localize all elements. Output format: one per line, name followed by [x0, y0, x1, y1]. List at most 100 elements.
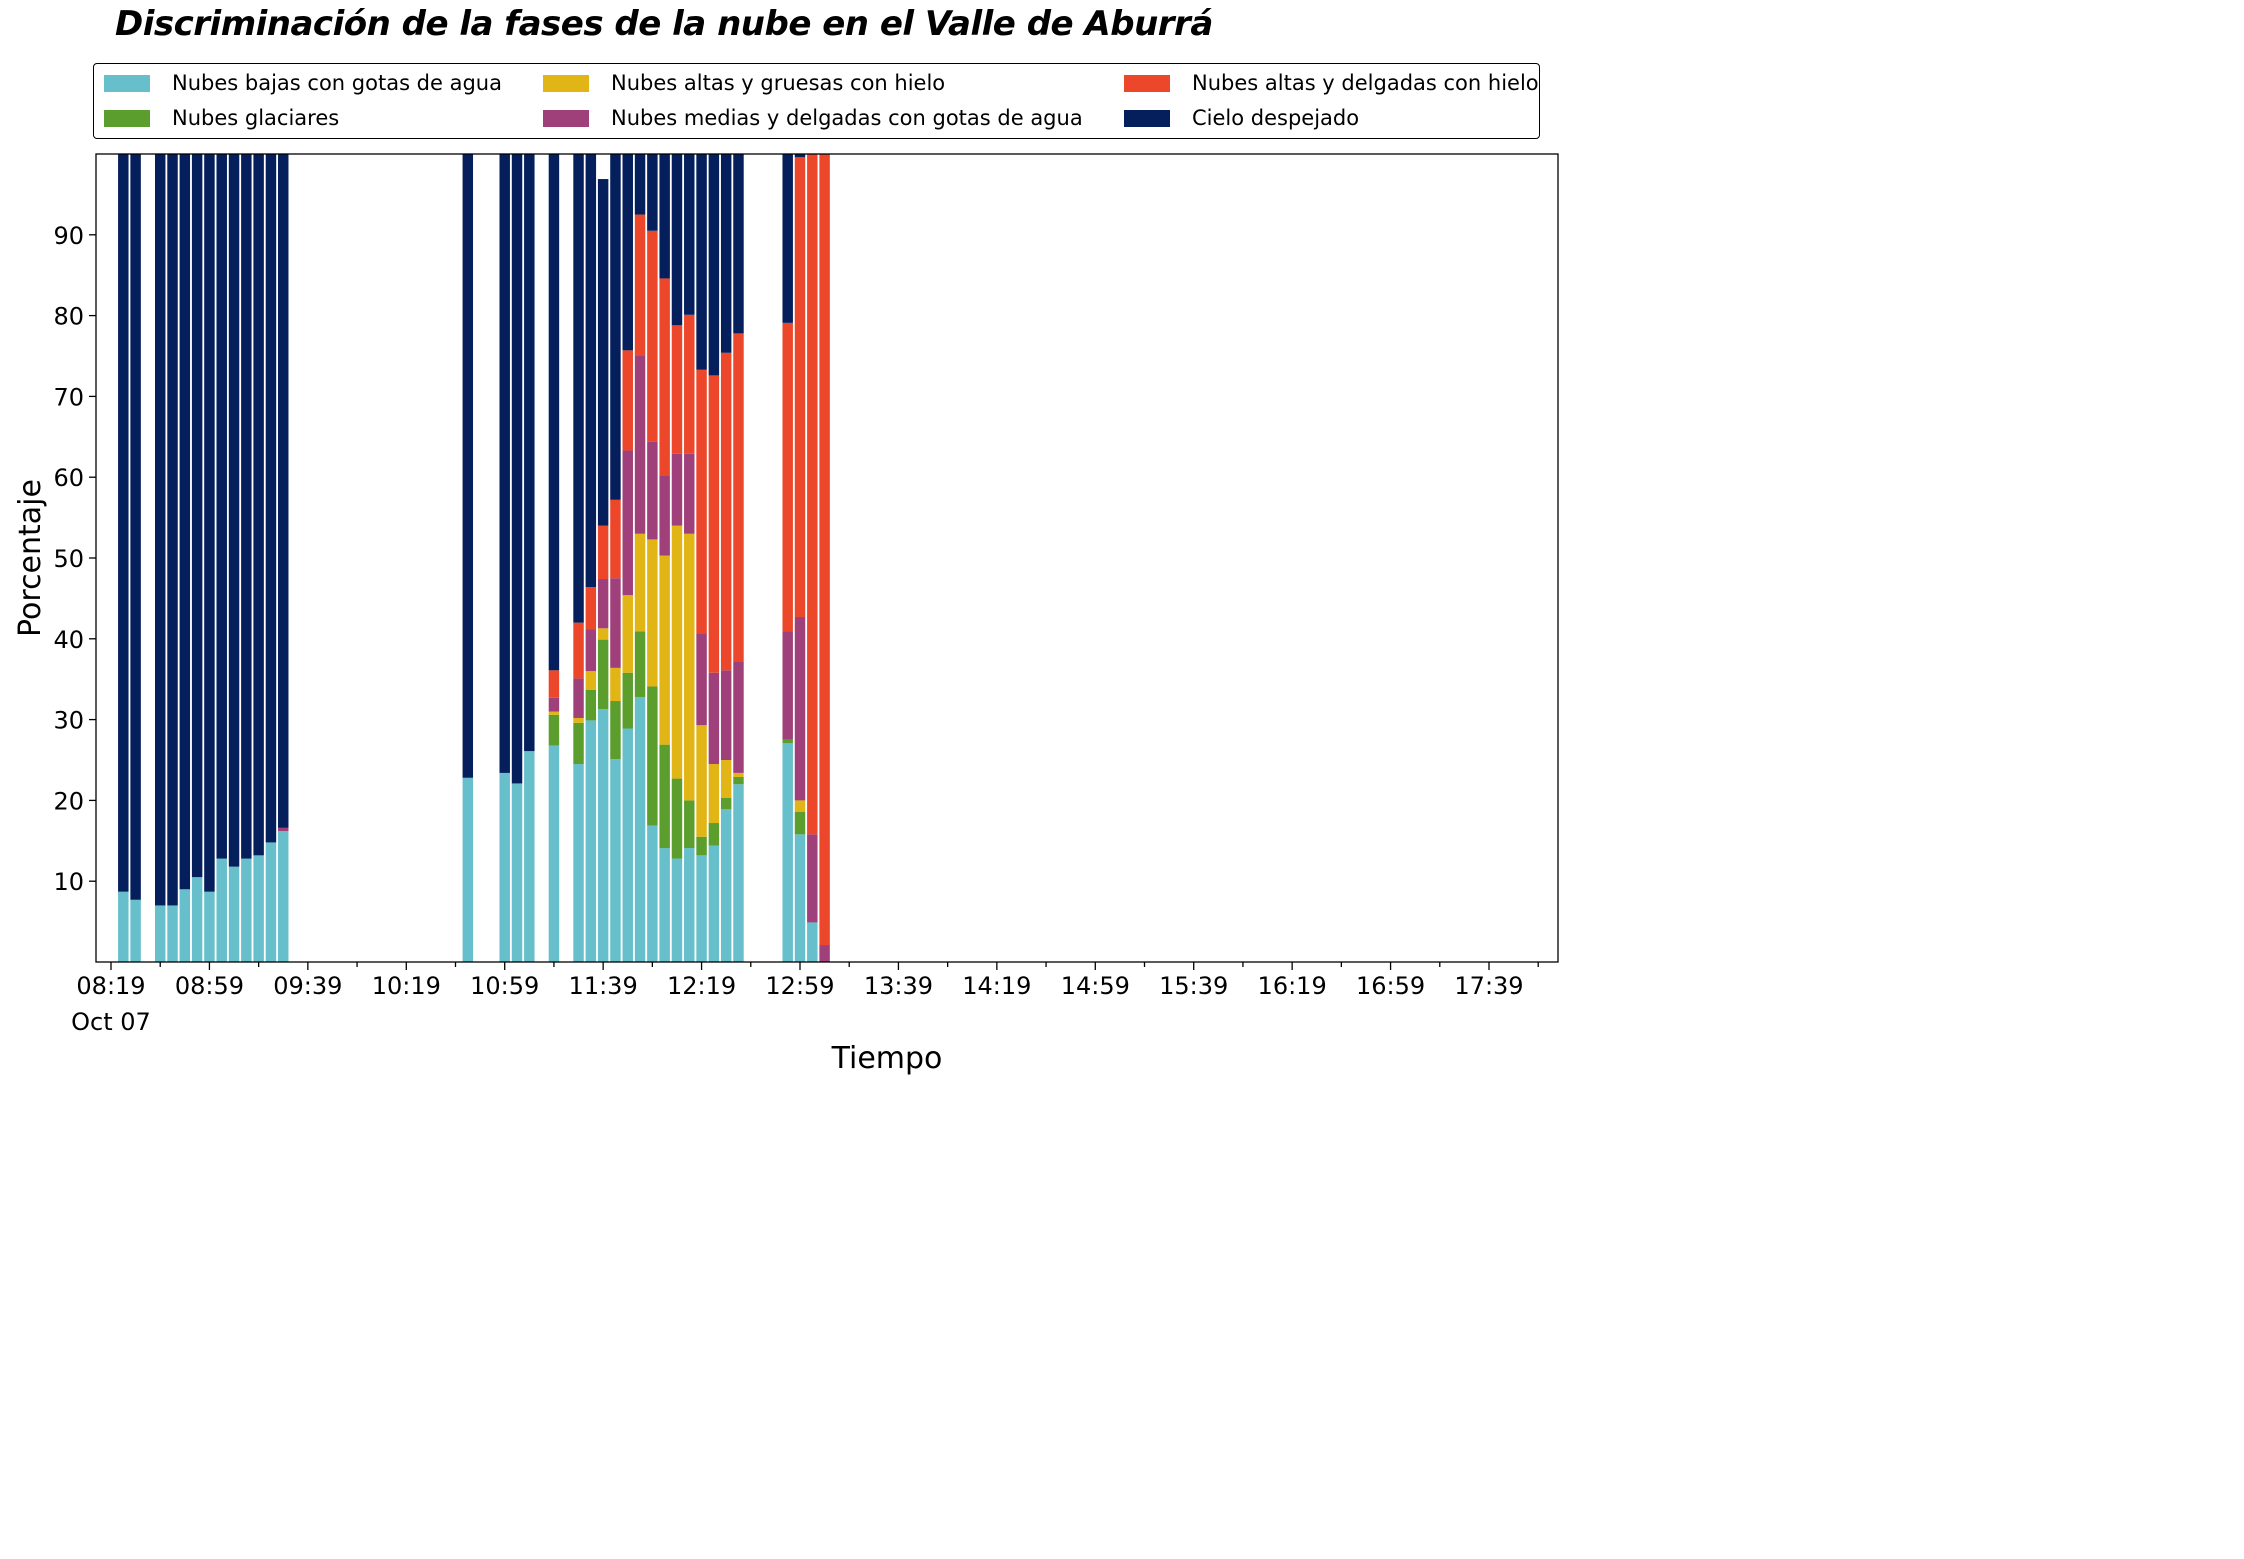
bar-segment-6 [659, 154, 670, 279]
bar-segment-4 [720, 670, 732, 760]
bar-segment-1 [782, 743, 793, 962]
legend-swatch [1124, 74, 1170, 92]
bar-segment-2 [548, 714, 560, 746]
bar-segment-5 [807, 154, 818, 835]
bar-segment-6 [130, 154, 141, 900]
bar-segment-3 [720, 760, 732, 798]
bar-segment-1 [548, 745, 560, 962]
legend-label: Nubes glaciares [172, 106, 340, 130]
bar-segment-1 [794, 834, 806, 962]
legend-swatch [543, 109, 589, 127]
y-tick-label: 40 [53, 626, 84, 654]
bar-segment-3 [794, 800, 806, 812]
chart-title: Discriminación de la fases de la nube en… [115, 4, 1213, 44]
bar-segment-4 [807, 834, 818, 923]
bar-segment-6 [782, 154, 793, 323]
y-tick-label: 20 [53, 787, 84, 815]
bar-segment-6 [671, 154, 683, 326]
bar-segment-3 [634, 533, 646, 632]
y-tick-label: 50 [53, 545, 84, 573]
x-tick-label: 14:19 [962, 972, 1031, 1000]
bar-segment-5 [659, 278, 670, 476]
bar-segment-6 [733, 154, 744, 334]
bar-segment-3 [696, 725, 707, 837]
bar-segment-2 [647, 686, 658, 826]
bar-segment-6 [622, 154, 633, 351]
x-tick-label: 16:19 [1258, 972, 1327, 1000]
legend-item-nubes-medias-delgadas: Nubes medias y delgadas con gotas de agu… [543, 105, 1083, 131]
bar-segment-4 [585, 629, 597, 672]
bar-segment-2 [708, 823, 720, 846]
x-tick-label: 10:19 [372, 972, 441, 1000]
y-tick-label: 70 [53, 383, 84, 411]
bar-segment-1 [610, 759, 621, 962]
x-tick-label: 14:59 [1061, 972, 1130, 1000]
y-tick-label: 10 [53, 868, 84, 896]
bar-segment-1 [118, 891, 129, 962]
bar-segment-5 [733, 333, 744, 662]
x-tick-label: 12:59 [765, 972, 834, 1000]
bar-segment-4 [684, 453, 695, 534]
legend-item-nubes-altas-delgadas: Nubes altas y delgadas con hielo [1124, 70, 1539, 96]
bar-segment-5 [548, 670, 560, 698]
bar-segment-5 [597, 525, 609, 580]
y-axis-label: Porcentaje [13, 479, 48, 637]
legend-item-cielo-despejado: Cielo despejado [1124, 105, 1359, 131]
bar-segment-6 [573, 154, 584, 623]
bar-segment-1 [179, 889, 191, 962]
bar-segment-4 [696, 633, 707, 726]
bar-segment-6 [708, 154, 720, 376]
bar-segment-6 [179, 154, 191, 890]
legend-label: Nubes altas y gruesas con hielo [611, 71, 946, 95]
bar-segment-4 [573, 678, 584, 718]
bar-segment-5 [622, 350, 633, 451]
x-axis-label: Tiempo [831, 1041, 943, 1076]
bar-segment-2 [733, 776, 744, 785]
bar-segment-1 [622, 728, 633, 962]
y-tick-label: 90 [53, 222, 84, 250]
bar-segment-1 [597, 709, 609, 962]
bar-segment-6 [204, 154, 215, 892]
bar-segment-2 [597, 639, 609, 710]
x-tick-label: 08:19 [76, 972, 145, 1000]
bar-segment-4 [659, 475, 670, 556]
bar-segment-5 [720, 352, 732, 671]
bar-segment-1 [720, 809, 732, 962]
bar-segment-3 [585, 671, 597, 690]
legend-swatch [104, 74, 150, 92]
bar-segment-5 [819, 154, 830, 946]
bar-segment-5 [684, 314, 695, 454]
bar-segment-6 [265, 154, 277, 843]
x-tick-label: 09:39 [273, 972, 342, 1000]
bar-segment-4 [782, 631, 793, 740]
bar-segment-6 [610, 154, 621, 500]
bar-segment-6 [524, 154, 535, 752]
bar-segment-1 [130, 899, 141, 962]
bar-segment-4 [634, 356, 646, 534]
bar-segment-4 [708, 672, 720, 765]
bar-segment-4 [647, 441, 658, 540]
bar-segment-1 [585, 720, 597, 962]
bar-segment-2 [782, 739, 793, 744]
bar-segment-1 [462, 777, 474, 962]
bar-segment-6 [462, 154, 474, 778]
x-tick-label: 11:39 [569, 972, 638, 1000]
bar-segment-1 [733, 784, 744, 962]
bar-segment-2 [634, 631, 646, 697]
bar-segment-1 [253, 855, 264, 962]
legend-item-nubes-bajas: Nubes bajas con gotas de agua [104, 70, 502, 96]
x-tick-sublabel: Oct 07 [71, 1008, 151, 1036]
bar-segment-6 [191, 154, 203, 878]
bar-segment-3 [597, 628, 609, 640]
x-tick-label: 15:39 [1159, 972, 1228, 1000]
bar-segment-6 [253, 154, 264, 856]
bar-segment-2 [720, 797, 732, 810]
bar-segment-2 [794, 811, 806, 835]
bar-segment-6 [720, 154, 732, 353]
bar-segment-1 [524, 751, 535, 962]
x-tick-label: 17:39 [1454, 972, 1523, 1000]
bar-segment-6 [794, 154, 806, 158]
bar-segment-6 [154, 154, 166, 906]
bar-segment-3 [708, 764, 720, 824]
bar-segment-3 [622, 595, 633, 673]
